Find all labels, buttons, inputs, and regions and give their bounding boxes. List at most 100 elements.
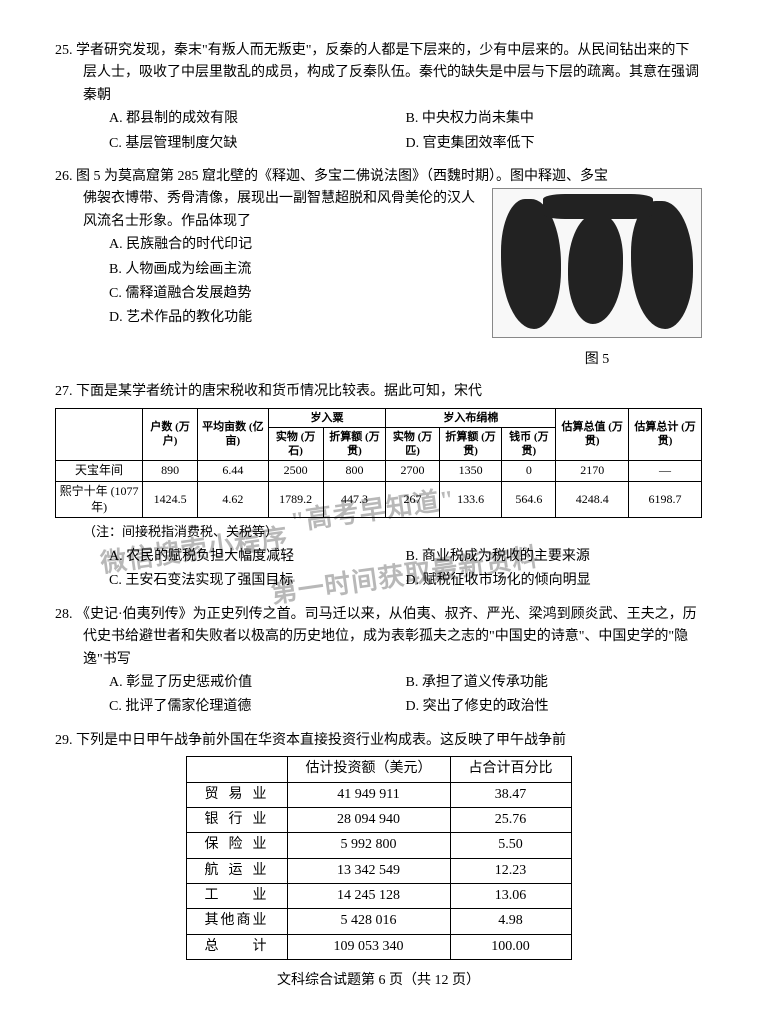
q29-row-5: 工 业 14 245 128 13.06 xyxy=(186,884,571,909)
q27-opt-d: D. 赋税征收市场化的倾向明显 xyxy=(406,569,703,593)
q27-r2-c3: 1789.2 xyxy=(268,482,323,518)
q29-r3-c0: 保险业 xyxy=(186,833,287,858)
q25-number: 25. xyxy=(55,43,73,58)
q29-r1-c0: 贸易业 xyxy=(186,782,287,807)
q27-row-1: 天宝年间 890 6.44 2500 800 2700 1350 0 2170 … xyxy=(56,461,702,482)
q26-text1: 图 5 为莫高窟第 285 窟北壁的《释迦、多宝二佛说法图》（西魏时期）。图中释… xyxy=(76,169,608,184)
q27-row-2: 熙宁十年 (1077年) 1424.5 4.62 1789.2 447.3 26… xyxy=(56,482,702,518)
q27-r2-c7: 564.6 xyxy=(502,482,556,518)
q26-stem-line1: 26. 图 5 为莫高窟第 285 窟北壁的《释迦、多宝二佛说法图》（西魏时期）… xyxy=(55,166,702,188)
q27-r1-c9: — xyxy=(629,461,702,482)
q29-r2-c1: 28 094 940 xyxy=(287,807,450,832)
q27-opt-c: C. 王安石变法实现了强国目标 xyxy=(109,569,406,593)
question-27: 27. 下面是某学者统计的唐宋税收和货币情况比较表。据此可知，宋代 户数 (万户… xyxy=(55,381,702,594)
q27-r2-c2: 4.62 xyxy=(198,482,268,518)
q29-h1: 估计投资额（美元） xyxy=(287,757,450,782)
q29-r4-c0: 航运业 xyxy=(186,858,287,883)
q29-h0 xyxy=(186,757,287,782)
q29-h2: 占合计百分比 xyxy=(450,757,571,782)
q26-figure: 图 5 xyxy=(492,188,702,371)
question-29: 29. 下列是中日甲午战争前外国在华资本直接投资行业构成表。这反映了甲午战争前 … xyxy=(55,730,702,961)
q27-number: 27. xyxy=(55,384,73,399)
q27-h-bu: 岁入布绢棉 xyxy=(386,408,556,427)
q26-number: 26. xyxy=(55,169,73,184)
q27-text: 下面是某学者统计的唐宋税收和货币情况比较表。据此可知，宋代 xyxy=(76,384,482,399)
q29-r2-c2: 25.76 xyxy=(450,807,571,832)
q28-number: 28. xyxy=(55,607,73,622)
q27-r1-c0: 天宝年间 xyxy=(56,461,143,482)
q28-text: 《史记·伯夷列传》为正史列传之首。司马迁以来，从伯夷、叔齐、严光、梁鸿到顾炎武、… xyxy=(76,607,697,667)
q29-r4-c2: 12.23 xyxy=(450,858,571,883)
q27-table: 户数 (万户) 平均亩数 (亿亩) 岁入粟 岁入布绢棉 估算总值 (万贯) 估算… xyxy=(55,408,702,519)
q29-r3-c2: 5.50 xyxy=(450,833,571,858)
q29-row-2: 银行业 28 094 940 25.76 xyxy=(186,807,571,832)
q29-row-6: 其他商业 5 428 016 4.98 xyxy=(186,909,571,934)
q27-r2-c9: 6198.7 xyxy=(629,482,702,518)
page-footer: 文科综合试题第 6 页（共 12 页） xyxy=(55,970,702,992)
q27-r2-c4: 447.3 xyxy=(323,482,386,518)
q29-table: 估计投资额（美元） 占合计百分比 贸易业 41 949 911 38.47 银行… xyxy=(186,756,572,960)
q25-opt-b: B. 中央权力尚未集中 xyxy=(406,107,703,131)
q27-sh-qb: 钱币 (万贯) xyxy=(502,427,556,461)
q25-opt-c: C. 基层管理制度欠缺 xyxy=(109,132,406,156)
q29-row-3: 保险业 5 992 800 5.50 xyxy=(186,833,571,858)
q27-options: A. 农民的赋税负担大幅度减轻 B. 商业税成为税收的主要来源 C. 王安石变法… xyxy=(55,545,702,594)
q29-row-7: 总 计 109 053 340 100.00 xyxy=(186,934,571,959)
q27-r1-c6: 1350 xyxy=(439,461,502,482)
q27-r1-c1: 890 xyxy=(143,461,198,482)
q27-note: （注：间接税指消费税、关税等） xyxy=(83,522,702,543)
q29-r4-c1: 13 342 549 xyxy=(287,858,450,883)
q27-r1-c3: 2500 xyxy=(268,461,323,482)
q27-r1-c8: 2170 xyxy=(556,461,629,482)
q27-sh-zs1: 折算额 (万贯) xyxy=(323,427,386,461)
q27-h-blank xyxy=(56,408,143,461)
q28-opt-c: C. 批评了儒家伦理道德 xyxy=(109,695,406,719)
q29-row-4: 航运业 13 342 549 12.23 xyxy=(186,858,571,883)
q27-sh-sw1: 实物 (万石) xyxy=(268,427,323,461)
q28-opt-d: D. 突出了修史的政治性 xyxy=(406,695,703,719)
figure-5-image xyxy=(492,188,702,338)
q25-options: A. 郡县制的成效有限 B. 中央权力尚未集中 C. 基层管理制度欠缺 D. 官… xyxy=(55,107,702,156)
q28-options: A. 彰显了历史惩戒价值 B. 承担了道义传承功能 C. 批评了儒家伦理道德 D… xyxy=(55,671,702,720)
q27-r2-c6: 133.6 xyxy=(439,482,502,518)
q29-header: 估计投资额（美元） 占合计百分比 xyxy=(186,757,571,782)
q27-sh-zs2: 折算额 (万贯) xyxy=(439,427,502,461)
q27-h-hu: 户数 (万户) xyxy=(143,408,198,461)
q25-text: 学者研究发现，秦末"有叛人而无叛吏"，反秦的人都是下层来的，少有中层来的。从民间… xyxy=(76,43,699,103)
q29-r7-c0: 总 计 xyxy=(186,934,287,959)
q29-r5-c0: 工 业 xyxy=(186,884,287,909)
q27-r2-c5: 267 xyxy=(386,482,439,518)
q29-r7-c1: 109 053 340 xyxy=(287,934,450,959)
q27-opt-b: B. 商业税成为税收的主要来源 xyxy=(406,545,703,569)
q29-r6-c2: 4.98 xyxy=(450,909,571,934)
q29-r5-c1: 14 245 128 xyxy=(287,884,450,909)
q29-number: 29. xyxy=(55,733,73,748)
q27-r2-c1: 1424.5 xyxy=(143,482,198,518)
q27-h-su: 岁入粟 xyxy=(268,408,386,427)
q29-r6-c1: 5 428 016 xyxy=(287,909,450,934)
q28-opt-a: A. 彰显了历史惩戒价值 xyxy=(109,671,406,695)
q28-stem: 28. 《史记·伯夷列传》为正史列传之首。司马迁以来，从伯夷、叔齐、严光、梁鸿到… xyxy=(55,604,702,671)
q27-r1-c4: 800 xyxy=(323,461,386,482)
q29-text: 下列是中日甲午战争前外国在华资本直接投资行业构成表。这反映了甲午战争前 xyxy=(76,733,566,748)
figure-5-caption: 图 5 xyxy=(492,349,702,371)
q27-r1-c7: 0 xyxy=(502,461,556,482)
q29-row-1: 贸易业 41 949 911 38.47 xyxy=(186,782,571,807)
q27-r2-c8: 4248.4 xyxy=(556,482,629,518)
q27-h-total2: 估算总计 (万贯) xyxy=(629,408,702,461)
question-26: 26. 图 5 为莫高窟第 285 窟北壁的《释迦、多宝二佛说法图》（西魏时期）… xyxy=(55,166,702,371)
q25-stem: 25. 学者研究发现，秦末"有叛人而无叛吏"，反秦的人都是下层来的，少有中层来的… xyxy=(55,40,702,107)
q29-r6-c0: 其他商业 xyxy=(186,909,287,934)
q29-r1-c1: 41 949 911 xyxy=(287,782,450,807)
q29-r2-c0: 银行业 xyxy=(186,807,287,832)
q27-opt-a: A. 农民的赋税负担大幅度减轻 xyxy=(109,545,406,569)
q27-r1-c5: 2700 xyxy=(386,461,439,482)
q27-sh-sw2: 实物 (万匹) xyxy=(386,427,439,461)
q27-header-row1: 户数 (万户) 平均亩数 (亿亩) 岁入粟 岁入布绢棉 估算总值 (万贯) 估算… xyxy=(56,408,702,427)
q29-r1-c2: 38.47 xyxy=(450,782,571,807)
q28-opt-b: B. 承担了道义传承功能 xyxy=(406,671,703,695)
q25-opt-d: D. 官吏集团效率低下 xyxy=(406,132,703,156)
q27-h-total1: 估算总值 (万贯) xyxy=(556,408,629,461)
question-28: 28. 《史记·伯夷列传》为正史列传之首。司马迁以来，从伯夷、叔齐、严光、梁鸿到… xyxy=(55,604,702,720)
q27-h-mu: 平均亩数 (亿亩) xyxy=(198,408,268,461)
